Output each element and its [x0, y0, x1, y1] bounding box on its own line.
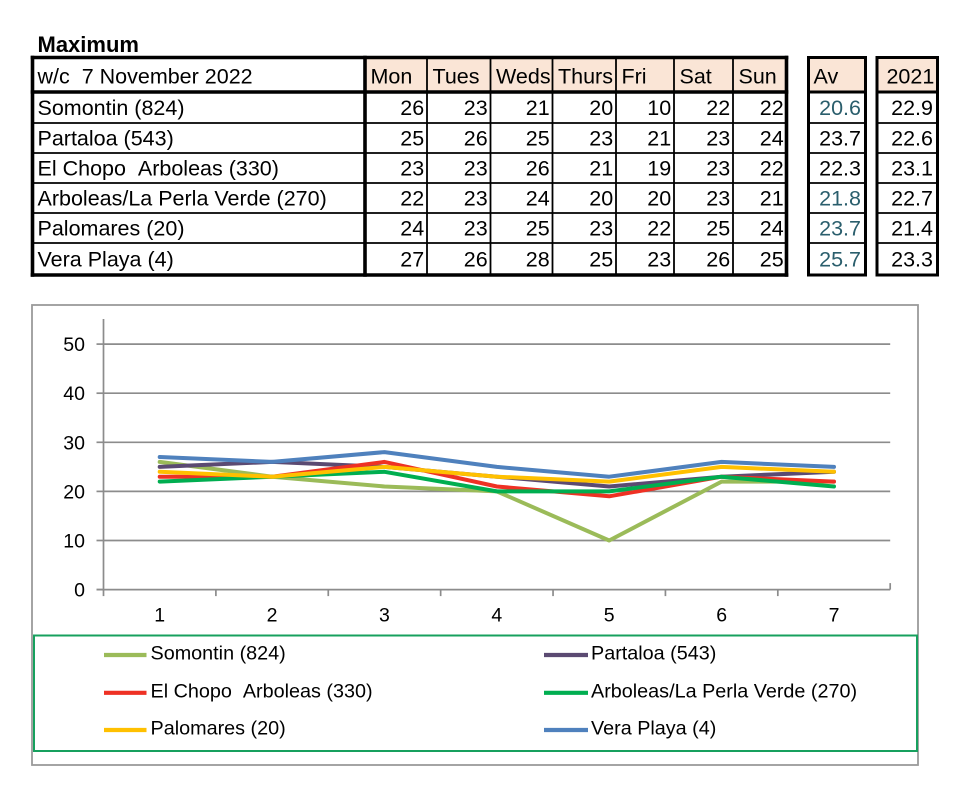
svg-text:2021: 2021: [886, 65, 934, 89]
svg-text:Arboleas/La Perla Verde (270): Arboleas/La Perla Verde (270): [591, 680, 857, 702]
svg-text:23: 23: [706, 127, 730, 151]
svg-text:25: 25: [760, 248, 784, 272]
svg-text:23: 23: [464, 187, 488, 211]
svg-text:22: 22: [706, 96, 730, 120]
svg-text:23.1: 23.1: [891, 157, 933, 181]
svg-text:25: 25: [400, 127, 424, 151]
svg-text:19: 19: [647, 157, 671, 181]
svg-text:22.9: 22.9: [891, 96, 933, 120]
svg-text:30: 30: [63, 432, 85, 454]
svg-text:10: 10: [63, 531, 85, 553]
svg-text:24: 24: [760, 127, 784, 151]
svg-text:23: 23: [464, 96, 488, 120]
svg-text:6: 6: [716, 605, 727, 627]
svg-text:0: 0: [74, 580, 85, 602]
svg-text:Mon: Mon: [371, 65, 413, 89]
svg-text:Weds: Weds: [496, 65, 551, 89]
svg-text:20: 20: [647, 187, 671, 211]
svg-text:23.7: 23.7: [819, 127, 861, 151]
svg-text:21: 21: [589, 157, 613, 181]
svg-text:20: 20: [63, 481, 85, 503]
svg-text:50: 50: [63, 334, 85, 356]
svg-text:Vera Playa (4): Vera Playa (4): [38, 248, 174, 272]
svg-text:26: 26: [464, 127, 488, 151]
svg-text:7: 7: [829, 605, 840, 627]
svg-text:24: 24: [400, 217, 424, 241]
svg-text:5: 5: [604, 605, 615, 627]
svg-text:23: 23: [400, 157, 424, 181]
svg-text:2: 2: [267, 605, 278, 627]
svg-text:Partaloa (543): Partaloa (543): [38, 127, 174, 151]
svg-text:Sat: Sat: [680, 65, 712, 89]
svg-text:Arboleas/La Perla Verde (270): Arboleas/La Perla Verde (270): [38, 187, 327, 211]
svg-text:25: 25: [526, 127, 550, 151]
svg-text:Tues: Tues: [433, 65, 480, 89]
svg-text:23.7: 23.7: [819, 217, 861, 241]
svg-text:40: 40: [63, 383, 85, 405]
svg-text:22.3: 22.3: [819, 157, 861, 181]
svg-text:Partaloa (543): Partaloa (543): [591, 643, 716, 665]
svg-text:23: 23: [589, 127, 613, 151]
svg-text:24: 24: [760, 217, 784, 241]
svg-text:Palomares (20): Palomares (20): [151, 718, 286, 740]
svg-text:Av: Av: [814, 65, 839, 89]
svg-text:Sun: Sun: [739, 65, 777, 89]
svg-text:20: 20: [589, 96, 613, 120]
svg-text:22: 22: [760, 157, 784, 181]
svg-text:23: 23: [464, 157, 488, 181]
svg-text:25: 25: [706, 217, 730, 241]
svg-text:Somontin (824): Somontin (824): [38, 96, 185, 120]
svg-text:26: 26: [464, 248, 488, 272]
svg-text:10: 10: [647, 96, 671, 120]
svg-text:Somontin (824): Somontin (824): [151, 643, 286, 665]
svg-text:w/c 7 November 2022: w/c 7 November 2022: [37, 65, 253, 89]
svg-text:20.6: 20.6: [819, 96, 861, 120]
svg-text:22.7: 22.7: [891, 187, 933, 211]
svg-text:Fri: Fri: [622, 65, 647, 89]
svg-text:22: 22: [400, 187, 424, 211]
svg-text:28: 28: [526, 248, 550, 272]
svg-text:3: 3: [379, 605, 390, 627]
svg-text:25: 25: [526, 217, 550, 241]
svg-text:23.3: 23.3: [891, 248, 933, 272]
svg-text:1: 1: [154, 605, 165, 627]
svg-text:26: 26: [706, 248, 730, 272]
svg-text:23: 23: [589, 217, 613, 241]
svg-text:4: 4: [491, 605, 502, 627]
svg-text:21: 21: [647, 127, 671, 151]
svg-text:23: 23: [706, 187, 730, 211]
svg-text:21.4: 21.4: [891, 217, 933, 241]
svg-text:22.6: 22.6: [891, 127, 933, 151]
svg-text:23: 23: [464, 217, 488, 241]
svg-text:Vera Playa (4): Vera Playa (4): [591, 718, 716, 740]
svg-text:26: 26: [400, 96, 424, 120]
svg-text:25: 25: [589, 248, 613, 272]
svg-text:25.7: 25.7: [819, 248, 861, 272]
svg-text:El Chopo Arboleas (330): El Chopo Arboleas (330): [151, 680, 373, 702]
svg-text:21: 21: [526, 96, 550, 120]
svg-text:23: 23: [647, 248, 671, 272]
svg-text:Thurs: Thurs: [558, 65, 613, 89]
svg-text:22: 22: [647, 217, 671, 241]
svg-text:21: 21: [760, 187, 784, 211]
svg-text:21.8: 21.8: [819, 187, 861, 211]
svg-text:27: 27: [400, 248, 424, 272]
svg-text:22: 22: [760, 96, 784, 120]
svg-text:Palomares (20): Palomares (20): [38, 217, 185, 241]
svg-text:23: 23: [706, 157, 730, 181]
svg-text:El Chopo Arboleas (330): El Chopo Arboleas (330): [38, 157, 279, 181]
svg-text:20: 20: [589, 187, 613, 211]
svg-text:Maximum: Maximum: [38, 32, 139, 57]
svg-text:24: 24: [526, 187, 550, 211]
svg-text:26: 26: [526, 157, 550, 181]
